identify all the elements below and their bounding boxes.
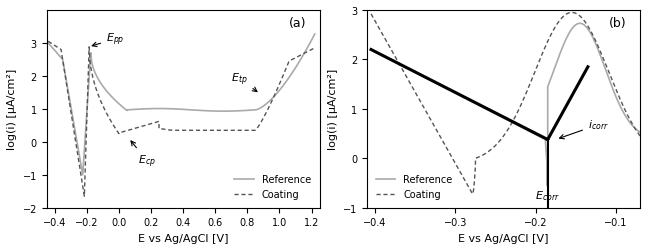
Text: $E_{pp}$: $E_{pp}$	[93, 32, 125, 48]
Text: $E_{corr}$: $E_{corr}$	[535, 188, 560, 202]
Legend: Reference, Coating: Reference, Coating	[230, 170, 314, 203]
Text: (b): (b)	[609, 17, 626, 30]
Text: (a): (a)	[289, 17, 306, 30]
Y-axis label: log(i) [μA/cm²]: log(i) [μA/cm²]	[327, 69, 338, 150]
X-axis label: E vs Ag/AgCl [V]: E vs Ag/AgCl [V]	[138, 233, 228, 243]
Text: $E_{tp}$: $E_{tp}$	[231, 71, 257, 92]
Text: $i_{corr}$: $i_{corr}$	[560, 118, 609, 139]
Legend: Reference, Coating: Reference, Coating	[372, 170, 456, 203]
Y-axis label: log(i) [μA/cm²]: log(i) [μA/cm²]	[7, 69, 17, 150]
Text: $E_{cp}$: $E_{cp}$	[131, 142, 156, 170]
X-axis label: E vs Ag/AgCl [V]: E vs Ag/AgCl [V]	[458, 233, 549, 243]
